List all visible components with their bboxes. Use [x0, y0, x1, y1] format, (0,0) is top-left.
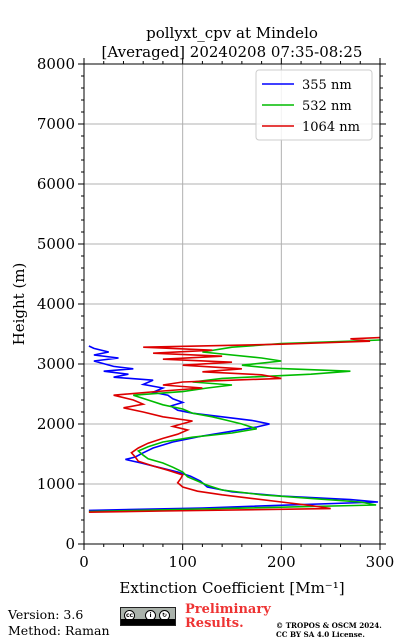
series-line-2	[88, 339, 380, 513]
legend-label: 1064 nm	[302, 120, 360, 135]
y-tick-label: 7000	[37, 115, 75, 133]
x-axis-label: Extinction Coefficient [Mm⁻¹]	[119, 579, 344, 597]
cc-by-sa-license-icon: cc i ↻	[120, 607, 176, 626]
x-tick-label: 200	[267, 553, 296, 571]
preliminary-notice: Preliminary Results.	[185, 603, 271, 631]
copyright-line2: CC BY SA 4.0 License.	[276, 630, 365, 639]
legend-label: 355 nm	[302, 78, 352, 93]
legend-label: 532 nm	[302, 99, 352, 114]
y-tick-label: 1000	[37, 475, 75, 493]
ticks: 0 100 200 300010002000300040005000600070008…	[37, 55, 395, 571]
cc-badge-bar	[121, 619, 175, 625]
version-text: Version: 3.6	[8, 607, 84, 622]
series-line-3	[88, 336, 380, 513]
legend-box	[255, 69, 373, 141]
y-tick-label: 4000	[37, 295, 75, 313]
footer-info: Version: 3.6 Method: Raman	[8, 607, 110, 639]
x-tick-label: 0	[79, 553, 89, 571]
y-tick-label: 5000	[37, 235, 75, 253]
preliminary-line1: Preliminary	[185, 602, 271, 617]
grid	[84, 64, 380, 544]
series-line-1	[88, 345, 379, 512]
series-layer	[88, 336, 380, 513]
preliminary-line2: Results.	[185, 616, 244, 631]
chart-title-line2: [Averaged] 20240208 07:35-08:25	[102, 43, 363, 61]
y-axis-label: Height (m)	[10, 263, 28, 346]
copyright-notice: © TROPOS & OSCM 2024. CC BY SA 4.0 Licen…	[276, 621, 382, 639]
chart-title-line1: pollyxt_cpv at Mindelo	[146, 24, 318, 42]
y-tick-label: 6000	[37, 175, 75, 193]
y-tick-label: 3000	[37, 355, 75, 373]
method-text: Method: Raman	[8, 623, 110, 638]
y-tick-label: 8000	[37, 55, 75, 73]
copyright-line1: © TROPOS & OSCM 2024.	[276, 621, 382, 630]
legend: 355 nm 532 nm 1064 nm	[255, 69, 373, 141]
y-tick-label: 2000	[37, 415, 75, 433]
y-tick-label: 0	[65, 535, 75, 553]
x-tick-label: 300	[366, 553, 395, 571]
x-tick-label: 100	[168, 553, 197, 571]
